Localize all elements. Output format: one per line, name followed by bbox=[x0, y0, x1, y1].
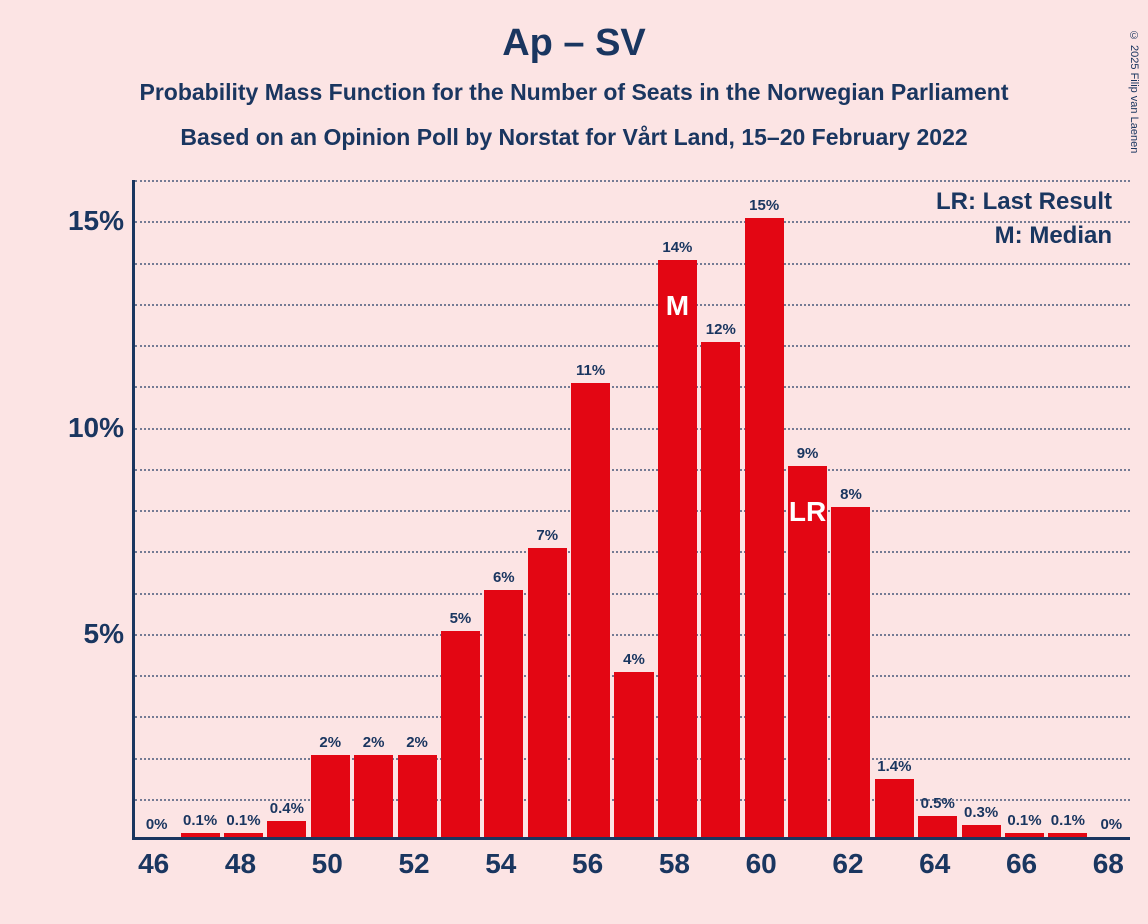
bar-value-label: 14% bbox=[662, 239, 692, 256]
y-axis-label: 10% bbox=[68, 412, 124, 444]
bar-value-label: 0% bbox=[1100, 816, 1122, 833]
bar-value-label: 5% bbox=[450, 610, 472, 627]
grid-line bbox=[135, 593, 1130, 595]
grid-line bbox=[135, 221, 1130, 223]
grid-line bbox=[135, 386, 1130, 388]
bar-value-label: 2% bbox=[363, 734, 385, 751]
bar-value-label: 0.3% bbox=[964, 804, 998, 821]
bar bbox=[267, 821, 306, 838]
bar-value-label: 9% bbox=[797, 445, 819, 462]
grid-line bbox=[135, 634, 1130, 636]
x-axis-label: 66 bbox=[1006, 848, 1037, 880]
bar bbox=[1005, 833, 1044, 837]
bar-value-label: 1.4% bbox=[877, 758, 911, 775]
bar-value-label: 0.1% bbox=[1007, 812, 1041, 829]
bar-value-label: 7% bbox=[536, 527, 558, 544]
bar-value-label: 0.5% bbox=[921, 795, 955, 812]
chart-subtitle-1: Probability Mass Function for the Number… bbox=[0, 65, 1148, 106]
x-axis-label: 68 bbox=[1093, 848, 1124, 880]
bar bbox=[571, 383, 610, 837]
grid-line bbox=[135, 469, 1130, 471]
bar bbox=[614, 672, 653, 837]
bar bbox=[831, 507, 870, 837]
bar-value-label: 2% bbox=[406, 734, 428, 751]
bar-value-label: 0% bbox=[146, 816, 168, 833]
bar: LR bbox=[788, 466, 827, 837]
legend-m: M: Median bbox=[995, 222, 1112, 250]
chart-container: 0% 0.1% 0.1% 0.4% 2% 2% 2% 5% 6% 7% 11% 4% M 14% 12% 15… bbox=[50, 180, 1130, 890]
bar bbox=[311, 755, 350, 838]
bar-value-label: 15% bbox=[749, 197, 779, 214]
x-axis-label: 48 bbox=[225, 848, 256, 880]
bar bbox=[528, 548, 567, 837]
legend-lr: LR: Last Result bbox=[936, 188, 1112, 216]
bar bbox=[745, 218, 784, 837]
last-result-marker: LR bbox=[789, 496, 826, 528]
bar bbox=[181, 833, 220, 837]
bar-value-label: 0.4% bbox=[270, 800, 304, 817]
bar bbox=[962, 825, 1001, 837]
bar-value-label: 2% bbox=[319, 734, 341, 751]
x-axis-label: 58 bbox=[659, 848, 690, 880]
x-axis-label: 56 bbox=[572, 848, 603, 880]
bar bbox=[701, 342, 740, 837]
bar-value-label: 12% bbox=[706, 321, 736, 338]
bar bbox=[354, 755, 393, 838]
bar bbox=[441, 631, 480, 837]
bar bbox=[918, 816, 957, 837]
bar bbox=[224, 833, 263, 837]
chart-subtitle-2: Based on an Opinion Poll by Norstat for … bbox=[0, 106, 1148, 151]
bar bbox=[1048, 833, 1087, 837]
bar-value-label: 4% bbox=[623, 651, 645, 668]
grid-line bbox=[135, 263, 1130, 265]
median-marker: M bbox=[666, 290, 689, 322]
bar-value-label: 0.1% bbox=[1051, 812, 1085, 829]
bar-value-label: 6% bbox=[493, 569, 515, 586]
x-axis-label: 46 bbox=[138, 848, 169, 880]
grid-line bbox=[135, 345, 1130, 347]
chart-title: Ap – SV bbox=[0, 0, 1148, 65]
bar-value-label: 0.1% bbox=[183, 812, 217, 829]
x-axis-label: 54 bbox=[485, 848, 516, 880]
bar bbox=[484, 590, 523, 838]
x-axis-label: 50 bbox=[312, 848, 343, 880]
bar-value-label: 8% bbox=[840, 486, 862, 503]
bar-value-label: 11% bbox=[576, 362, 605, 379]
copyright-text: © 2025 Filip van Laenen bbox=[1128, 30, 1140, 153]
bar-value-label: 0.1% bbox=[226, 812, 260, 829]
y-axis-label: 5% bbox=[84, 618, 124, 650]
bar: M bbox=[658, 260, 697, 838]
y-axis-label: 15% bbox=[68, 205, 124, 237]
bar bbox=[875, 779, 914, 837]
bar bbox=[398, 755, 437, 838]
grid-line bbox=[135, 180, 1130, 182]
grid-line bbox=[135, 510, 1130, 512]
x-axis-label: 60 bbox=[746, 848, 777, 880]
x-axis-label: 52 bbox=[398, 848, 429, 880]
x-axis-label: 62 bbox=[832, 848, 863, 880]
x-axis-label: 64 bbox=[919, 848, 950, 880]
grid-line bbox=[135, 551, 1130, 553]
grid-line bbox=[135, 304, 1130, 306]
plot-area: 0% 0.1% 0.1% 0.4% 2% 2% 2% 5% 6% 7% 11% 4% M 14% 12% 15… bbox=[132, 180, 1130, 840]
grid-line bbox=[135, 428, 1130, 430]
